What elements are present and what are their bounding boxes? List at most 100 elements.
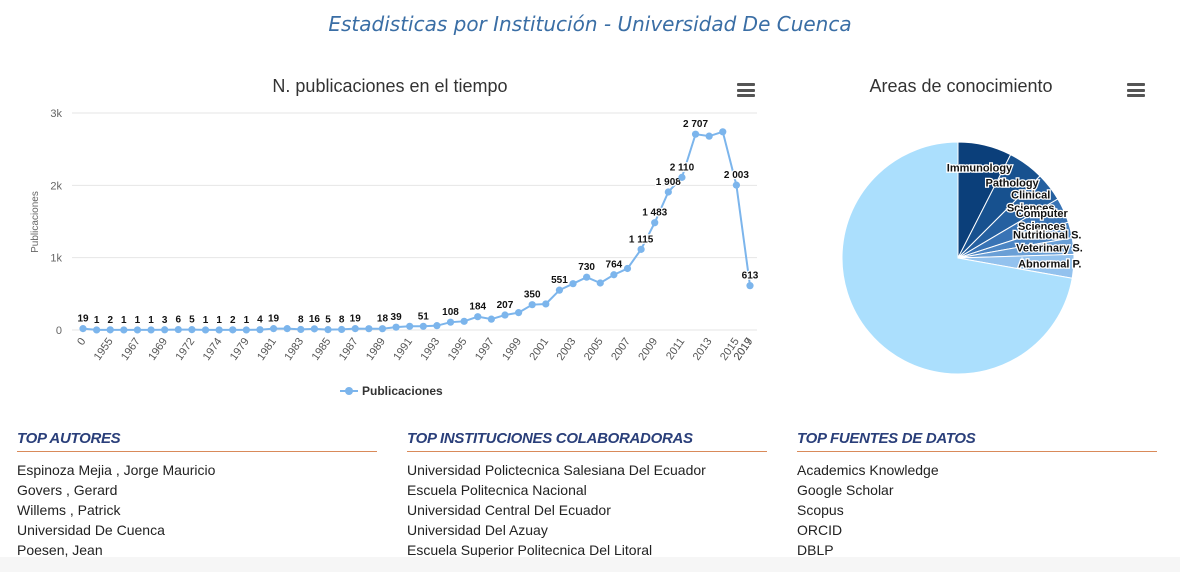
data-label: 5	[189, 315, 195, 326]
data-point	[596, 279, 604, 287]
hamburger-menu-icon[interactable]	[737, 83, 755, 97]
data-point	[133, 326, 142, 334]
data-point	[569, 280, 577, 288]
data-point	[310, 325, 319, 333]
x-tick-label: 1972	[173, 336, 197, 363]
y-axis-title: Publicaciones	[30, 191, 41, 253]
data-point	[746, 282, 754, 290]
data-point	[324, 326, 332, 334]
data-point	[419, 322, 427, 330]
pie-slice	[841, 141, 1073, 375]
list-item[interactable]: Escuela Superior Politecnica Del Litoral	[407, 542, 653, 558]
list-item[interactable]: Govers , Gerard	[17, 482, 118, 498]
list-item[interactable]: Google Scholar	[797, 482, 894, 498]
footer-strip	[0, 557, 1180, 572]
pie-chart-title: Areas de conocimiento	[869, 76, 1053, 96]
list-item[interactable]: Universidad Central Del Ecuador	[407, 502, 611, 518]
data-point	[406, 322, 414, 330]
data-label: 1	[121, 315, 127, 326]
x-tick-label: 1979	[228, 336, 252, 363]
x-tick-label: 1981	[255, 336, 279, 363]
data-point	[351, 325, 359, 333]
legend-item-publicaciones[interactable]: Publicaciones	[340, 384, 443, 398]
pie-data-label: Nutritional S.	[1013, 230, 1081, 242]
data-point	[719, 128, 727, 136]
data-label: 6	[176, 315, 182, 326]
data-point	[378, 325, 387, 333]
data-point	[487, 315, 495, 323]
list-item[interactable]: Universidad Polictecnica Salesiana Del E…	[407, 462, 706, 478]
x-tick-label: 1967	[119, 336, 143, 363]
data-point	[460, 317, 468, 325]
x-tick-label: 2007	[609, 336, 633, 363]
data-label: 1	[244, 315, 250, 326]
x-tick-label: 1997	[473, 336, 497, 363]
data-label: 1 483	[642, 208, 667, 219]
data-label: 1 908	[656, 177, 681, 188]
data-label: 16	[309, 314, 321, 325]
list-item[interactable]: DBLP	[797, 542, 834, 558]
data-point	[610, 271, 618, 279]
data-label: 1	[94, 315, 100, 326]
data-point	[147, 326, 155, 334]
data-label: 350	[524, 290, 541, 301]
x-tick-label: 1993	[419, 336, 443, 363]
data-label: 19	[77, 314, 89, 325]
list-item[interactable]: Espinoza Mejia , Jorge Mauricio	[17, 462, 216, 478]
pie-slice	[957, 198, 1069, 259]
x-tick-label: 2013	[691, 336, 715, 363]
data-label: 2 110	[670, 162, 695, 173]
x-tick-label: 1989	[364, 336, 388, 363]
pie-data-label: Pathology	[985, 178, 1039, 190]
data-label: 2	[230, 315, 236, 326]
data-point	[283, 325, 291, 333]
x-tick-label: 1969	[146, 336, 170, 363]
series-line-publicaciones	[82, 130, 751, 331]
list-item[interactable]: Willems , Patrick	[17, 502, 121, 518]
hamburger-menu-icon[interactable]	[1127, 83, 1145, 97]
data-point	[201, 326, 210, 334]
list-item[interactable]: Poesen, Jean	[17, 542, 103, 558]
data-label: 8	[339, 314, 345, 325]
x-tick-label: 1983	[282, 336, 306, 363]
list-item[interactable]: Universidad De Cuenca	[17, 522, 165, 538]
data-point	[705, 132, 713, 140]
x-tick-label: 2001	[527, 336, 551, 363]
list-item[interactable]: Universidad Del Azuay	[407, 522, 548, 538]
data-point	[161, 326, 169, 334]
section-heading: TOP FUENTES DE DATOS	[797, 430, 1157, 452]
x-tick-label: 2005	[582, 336, 606, 363]
data-point	[651, 219, 659, 227]
list-item[interactable]: Scopus	[797, 502, 844, 518]
data-label: 2 003	[724, 170, 749, 181]
data-label: 8	[298, 314, 304, 325]
x-tick-label: 0	[75, 336, 88, 348]
x-tick-label: 2009	[636, 336, 660, 363]
data-point	[93, 326, 101, 334]
list-item[interactable]: Escuela Politecnica Nacional	[407, 482, 587, 498]
data-label: 51	[418, 311, 430, 322]
pie-slice	[957, 221, 1073, 259]
data-point	[691, 130, 700, 138]
legend-symbol	[340, 386, 358, 396]
top-autores-section: TOP AUTORES Espinoza Mejia , Jorge Mauri…	[17, 430, 377, 560]
data-point	[501, 311, 509, 319]
data-point	[338, 325, 346, 334]
legend-label: Publicaciones	[362, 384, 443, 398]
pie-data-label: Veterinary S.	[1016, 242, 1083, 254]
list-item[interactable]: Academics Knowledge	[797, 462, 939, 478]
data-point	[120, 326, 128, 334]
list-item[interactable]: ORCID	[797, 522, 843, 538]
x-tick-label: 2011	[664, 336, 687, 362]
x-tick-label: 2003	[555, 336, 579, 363]
x-tick-label: 1991	[391, 336, 415, 363]
data-point	[732, 181, 740, 189]
x-tick-label: 1987	[337, 336, 361, 363]
data-label: 108	[442, 307, 459, 318]
data-point	[79, 325, 87, 333]
y-tick-label: 3k	[50, 108, 62, 120]
top-instituciones-section: TOP INSTITUCIONES COLABORADORAS Universi…	[407, 430, 767, 560]
data-point	[242, 326, 250, 334]
data-label: 2 707	[683, 119, 708, 130]
